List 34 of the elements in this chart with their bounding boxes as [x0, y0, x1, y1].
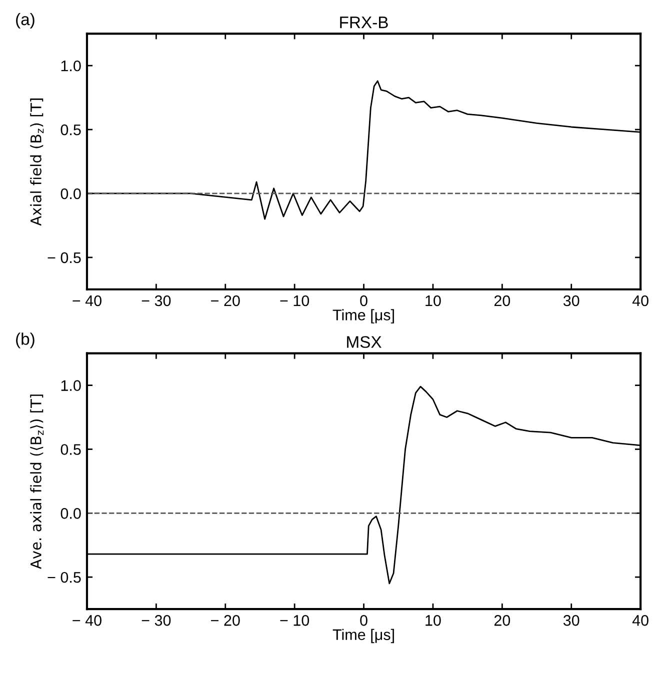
x-tick-label: − 30	[142, 615, 171, 626]
x-tick-label: 20	[494, 295, 510, 306]
text: (a)	[16, 13, 34, 29]
x-tick-label: − 40	[72, 615, 102, 626]
x-tick-label: 40	[632, 615, 648, 626]
y-tick-label: − 0.5	[48, 252, 81, 264]
x-tick-label: 10	[426, 295, 441, 306]
y-tick-label: 0.5	[60, 444, 81, 455]
text: (b)	[16, 332, 34, 348]
x-tick-label: 30	[563, 295, 580, 306]
x-tick-label: 20	[494, 615, 510, 626]
y-tick-label: 0.0	[60, 508, 81, 519]
x-tick-label: 40	[632, 295, 648, 306]
x-tick-label: 10	[426, 615, 441, 626]
x-tick-label: − 40	[72, 295, 102, 306]
x-tick-label: − 10	[280, 295, 310, 306]
x-tick-label: − 20	[211, 615, 240, 626]
y-tick-label: − 0.5	[48, 572, 81, 583]
x-axis-title: Time [μs]	[332, 628, 394, 644]
y-tick-label: 1.0	[61, 60, 81, 72]
x-tick-label: 30	[563, 615, 580, 626]
y-tick-label: 0.0	[60, 188, 81, 200]
y-tick-label: 1.0	[61, 380, 81, 391]
y-tick-label: 0.5	[60, 124, 81, 136]
y-axis-title: Axial field (B$_{z}$) [T]	[30, 98, 44, 226]
chart-title: MSX	[347, 336, 382, 348]
x-tick-label: − 30	[142, 295, 171, 306]
chart-title: FRX-B	[340, 16, 388, 28]
x-axis-title: Time [μs]	[332, 309, 394, 324]
x-tick-label: 0	[360, 295, 368, 306]
y-axis-title: Ave. axial field (⟨B$_{z}$⟩) [T]	[30, 394, 44, 570]
x-tick-label: − 10	[280, 615, 310, 626]
x-tick-label: 0	[360, 615, 368, 626]
x-tick-label: − 20	[211, 295, 240, 306]
